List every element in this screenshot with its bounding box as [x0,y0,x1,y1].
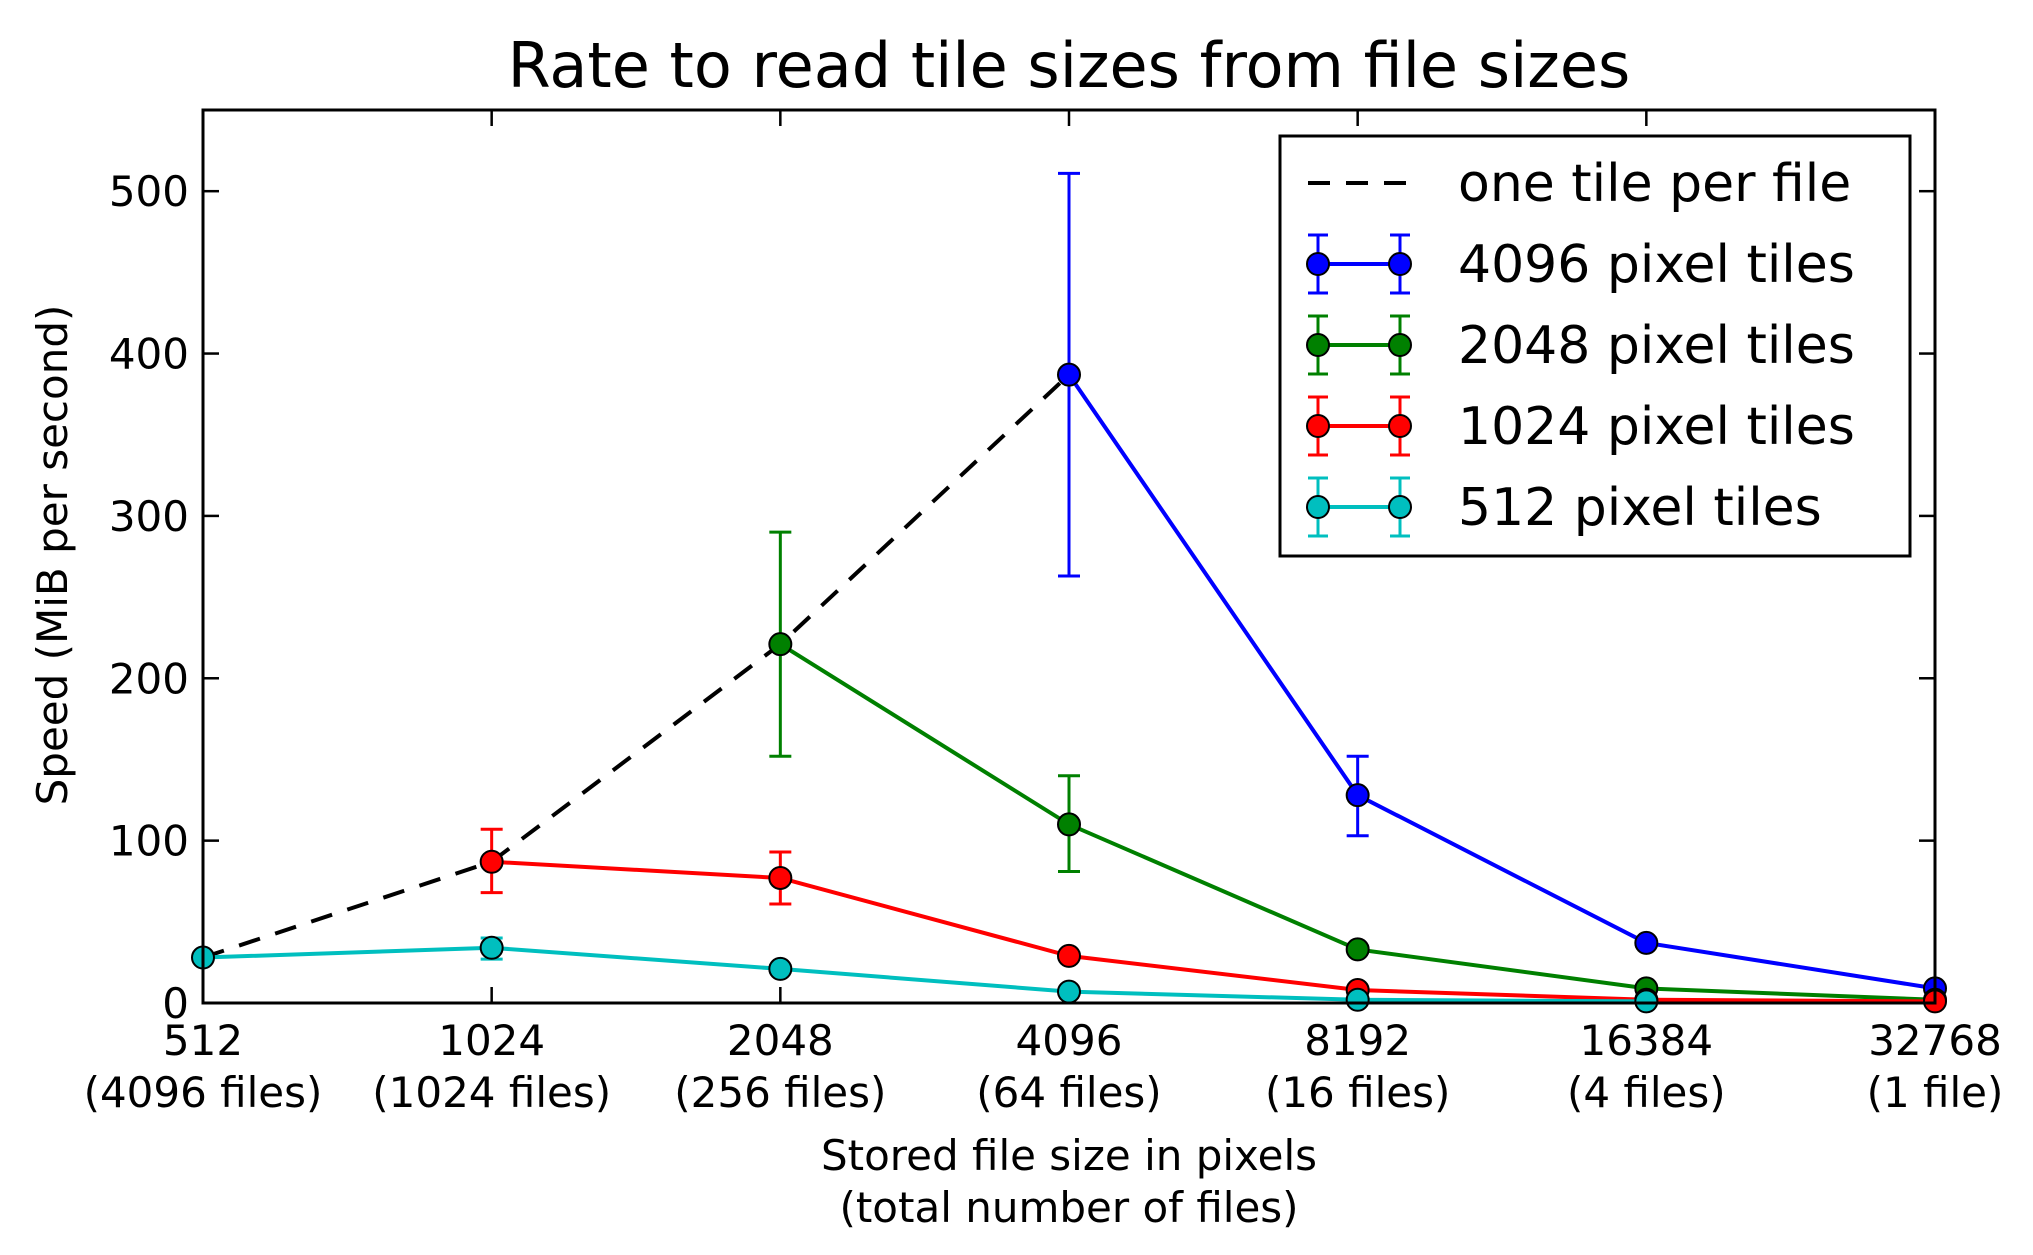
data-point [1345,783,1370,808]
legend-marker [1306,414,1330,438]
plot-series [191,171,1947,1014]
series-one-tile-per-file [202,373,1071,960]
chart-title: Rate to read tile sizes from file sizes [508,29,1631,102]
x-tick-sublabel: (1024 files) [372,1068,611,1117]
x-tick-sublabel: (4096 files) [84,1068,323,1117]
x-tick-label: 32768 [1868,1016,2002,1065]
legend-marker [1388,414,1412,438]
y-tick-label: 200 [109,654,189,703]
series-1024-pixel-tiles [479,827,1947,1014]
legend-entry: 2048 pixel tiles [1306,314,1855,376]
x-axis-sublabel: (total number of files) [839,1183,1298,1232]
series-line [202,945,1647,1004]
data-point [1345,987,1370,1012]
legend-entry: 512 pixel tiles [1306,476,1822,538]
data-point [479,935,504,960]
legend-marker [1388,252,1412,276]
y-tick-label: 0 [162,979,189,1028]
legend-label: one tile per file [1458,154,1851,214]
data-point [1057,812,1081,837]
legend-marker [1306,333,1330,357]
x-tick-sublabel: (1 file) [1867,1068,2004,1117]
data-point [479,849,504,874]
x-tick-sublabel: (64 files) [976,1068,1161,1117]
series-4096-pixel-tiles [1057,171,1947,1001]
x-tick-label: 1024 [438,1016,545,1065]
legend-marker [1306,495,1330,519]
series-line [1067,373,1936,991]
data-point [1057,362,1081,387]
legend-entry: 4096 pixel tiles [1306,233,1855,295]
data-point [768,956,793,981]
x-tick-label: 4096 [1016,1016,1123,1065]
plot-area-frame [201,108,1937,1005]
series-line [202,373,1071,960]
data-point [1057,979,1081,1004]
legend-label: 512 pixel tiles [1458,478,1822,538]
data-point [1057,943,1081,968]
x-tick-label: 16384 [1580,1016,1714,1065]
axis-ticks: 0 100 200 300 400 500 512(4096 files) 1024(1024… [84,110,2004,1117]
legend-entry: 1024 pixel tiles [1306,395,1855,457]
data-point [768,865,793,890]
legend-marker [1306,252,1330,276]
legend-label: 4096 pixel tiles [1458,235,1855,295]
data-point [768,632,793,657]
legend-entry: one tile per file [1308,154,1851,214]
y-axis-label: Speed (MiB per second) [28,305,77,806]
y-tick-label: 500 [109,167,189,216]
legend: one tile per file 4096 pixel tiles 2048 pi… [1278,134,1912,558]
data-point [1634,930,1659,955]
y-tick-label: 300 [109,492,189,541]
series-line [491,859,1936,1004]
x-tick-sublabel: (4 files) [1567,1068,1726,1117]
x-tick-label: 2048 [727,1016,834,1065]
legend-marker [1388,495,1412,519]
legend-marker [1388,333,1412,357]
data-point [1345,937,1370,962]
y-tick-label: 100 [109,817,189,866]
x-tick-sublabel: (16 files) [1265,1068,1450,1117]
x-axis-label: Stored file size in pixels [821,1131,1317,1180]
series-512-pixel-tiles [191,935,1659,1014]
x-tick-label: 512 [163,1016,243,1065]
x-tick-sublabel: (256 files) [674,1068,886,1117]
data-point [1634,989,1659,1014]
legend-label: 2048 pixel tiles [1458,316,1855,376]
y-tick-label: 400 [109,330,189,379]
legend-label: 1024 pixel tiles [1458,397,1855,457]
x-tick-label: 8192 [1304,1016,1411,1065]
